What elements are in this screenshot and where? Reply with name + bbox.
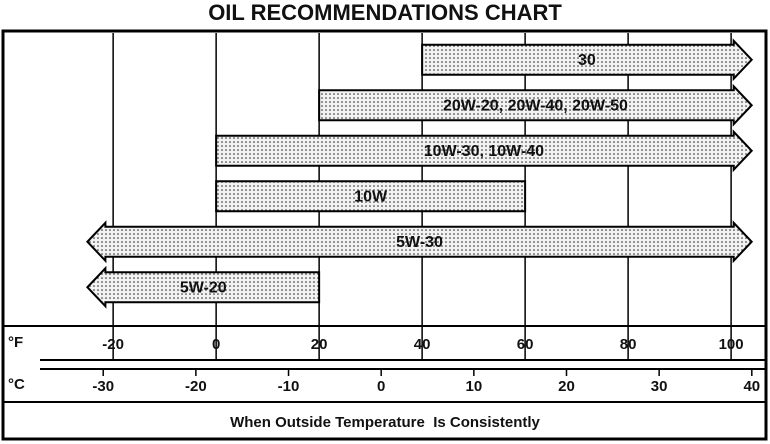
- range-label: 10W-30, 10W-40: [424, 143, 544, 160]
- x2-tick-label: 20: [558, 378, 575, 395]
- range-arrow: [215, 129, 754, 173]
- x2-tick-label: -10: [278, 378, 300, 395]
- chart-title: OIL RECOMMENDATIONS CHART: [208, 0, 562, 25]
- x2-axis-label: °C: [8, 376, 25, 393]
- range-arrow: [86, 220, 754, 264]
- x-tick-label: 100: [719, 336, 744, 353]
- x-tick-label: -20: [102, 336, 124, 353]
- x2-tick-label: -20: [185, 378, 207, 395]
- range-label: 20W-20, 20W-40, 20W-50: [443, 97, 628, 114]
- x2-tick-label: 10: [465, 378, 482, 395]
- range-label: 10W: [354, 188, 388, 205]
- x-tick-label: 80: [620, 336, 637, 353]
- x2-tick-label: 40: [743, 378, 760, 395]
- x-tick-label: 60: [517, 336, 534, 353]
- x-tick-label: 40: [414, 336, 431, 353]
- range-arrow: [421, 38, 754, 82]
- footer: When Outside Temperature Is Consistently: [230, 414, 540, 431]
- x2-tick-label: 0: [377, 378, 385, 395]
- range-arrow: [215, 180, 527, 213]
- frame: [1, 29, 768, 441]
- range-arrow: [86, 265, 321, 309]
- x-tick-label: 20: [311, 336, 328, 353]
- x2-tick-label: -30: [92, 378, 114, 395]
- range-label: 5W-30: [396, 234, 443, 251]
- range-arrow: [318, 83, 754, 127]
- x2-tick-label: 30: [651, 378, 668, 395]
- range-label: 30: [578, 52, 596, 69]
- x-tick-label: 0: [212, 336, 220, 353]
- x-axis-label: °F: [8, 334, 23, 351]
- range-label: 5W-20: [180, 279, 227, 296]
